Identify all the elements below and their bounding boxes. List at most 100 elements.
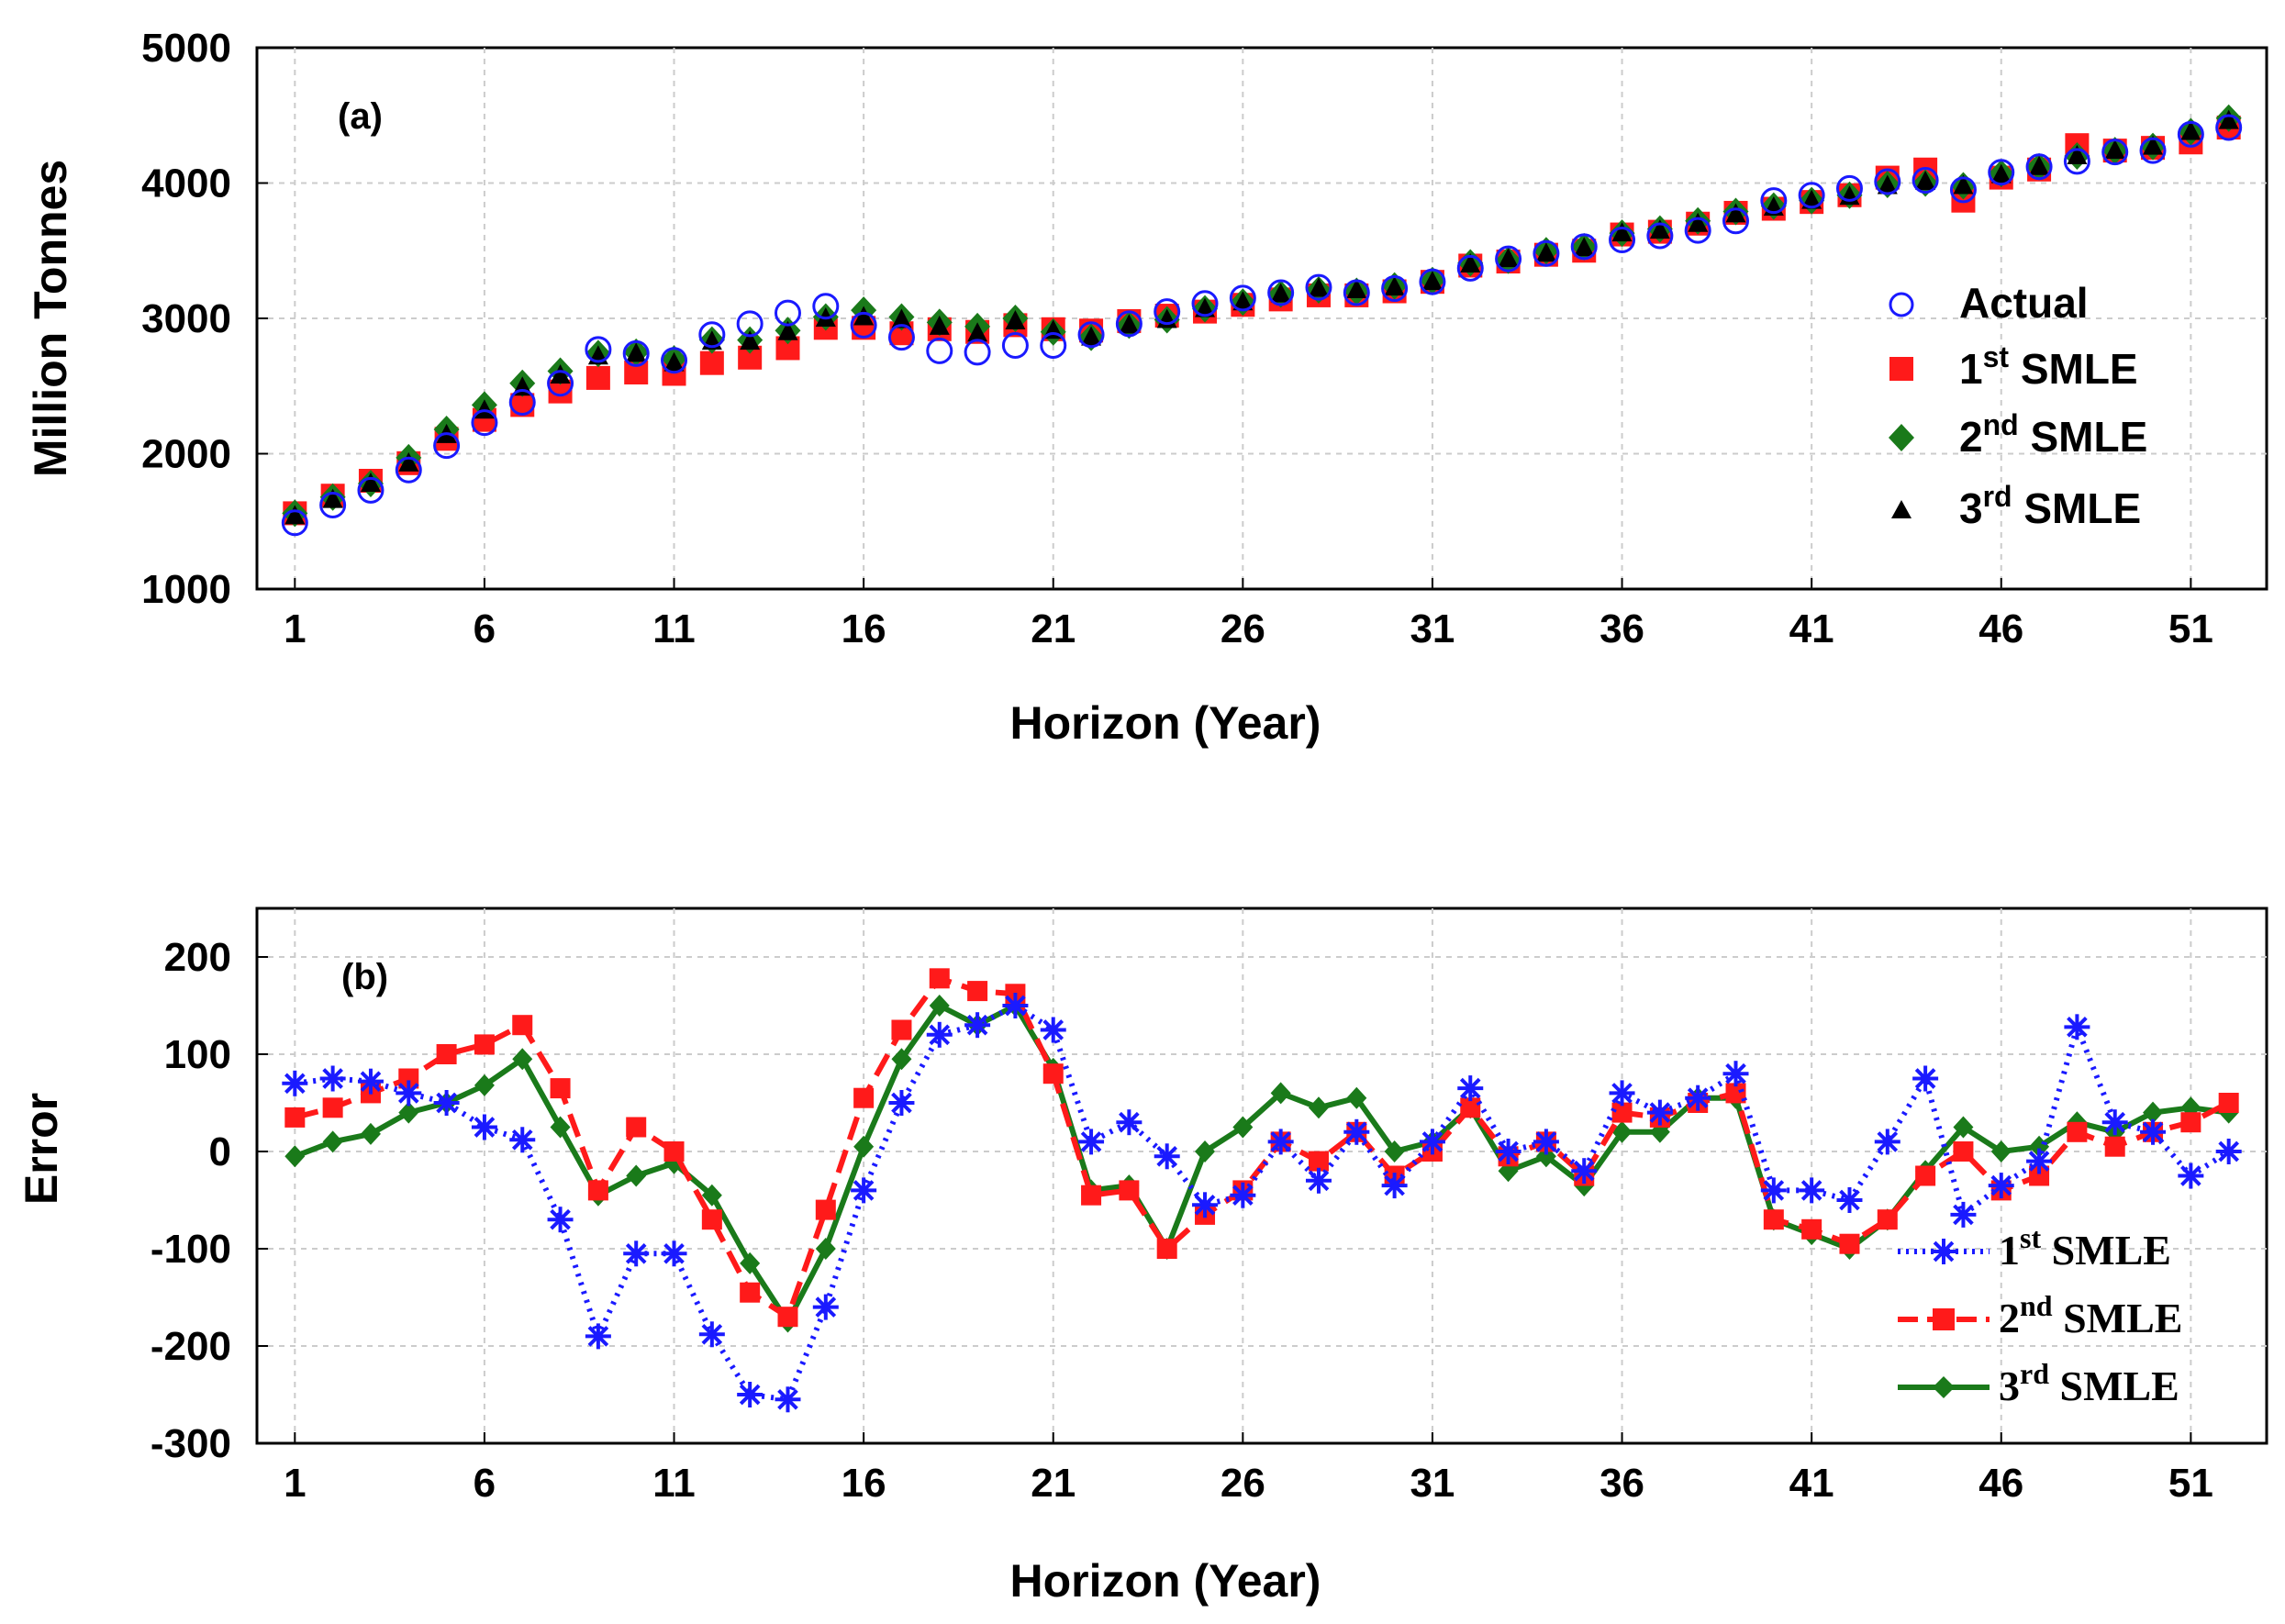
actual-point xyxy=(585,336,612,363)
actual-point xyxy=(1835,174,1863,202)
2nd-smle-error-point xyxy=(740,1282,761,1303)
1st-smle-error-point xyxy=(1116,1109,1142,1136)
asterisk-stroke xyxy=(1232,1185,1254,1207)
3rd-smle-point xyxy=(474,399,495,419)
x-tick-label: 51 xyxy=(2168,606,2213,651)
3rd-smle-point xyxy=(1081,326,1102,346)
1st-smle-error-point xyxy=(1760,1177,1787,1204)
legend-label-2nd-smle-b: 2nd SMLE xyxy=(1999,1289,2182,1341)
asterisk-stroke xyxy=(436,1092,457,1114)
actual-point xyxy=(1760,187,1788,215)
1st-smle-error-point xyxy=(964,1012,991,1039)
actual-point xyxy=(736,310,764,338)
actual-point xyxy=(1722,207,1750,235)
actual-point xyxy=(698,321,726,349)
actual-point xyxy=(812,293,840,320)
3rd-smle-point xyxy=(1649,219,1670,239)
3rd-smle-error-point xyxy=(1308,1096,1329,1119)
3rd-smle-point xyxy=(663,351,685,372)
1st-smle-error-point xyxy=(1609,1080,1635,1107)
legend-label-actual: Actual xyxy=(1959,279,2089,327)
actual-point xyxy=(1456,254,1484,282)
asterisk-stroke xyxy=(360,1071,382,1092)
3rd-smle-point xyxy=(1801,189,1822,209)
actual-point xyxy=(281,509,308,537)
1st-smle-error-point xyxy=(547,1207,574,1233)
asterisk-stroke xyxy=(511,1129,533,1151)
actual-point xyxy=(1609,226,1636,253)
legend-label-1st-smle-a: 1st SMLE xyxy=(1959,340,2138,393)
1st-smle-error-point xyxy=(1192,1192,1219,1218)
x-tick-label: 21 xyxy=(1031,1461,1076,1506)
actual-point xyxy=(850,311,877,339)
actual-point xyxy=(1077,321,1105,349)
asterisk-stroke xyxy=(587,1326,609,1347)
x-tick-label: 6 xyxy=(474,606,496,651)
3rd-smle-point xyxy=(1953,174,1974,195)
x-tick-label: 6 xyxy=(474,1461,496,1506)
actual-point xyxy=(433,432,461,460)
2nd-smle-error-point xyxy=(1839,1233,1860,1254)
asterisk-stroke xyxy=(1725,1062,1746,1085)
actual-point xyxy=(1419,268,1446,295)
actual-point xyxy=(395,456,422,484)
2nd-smle-error-point xyxy=(2067,1121,2088,1142)
2nd-smle-error-point xyxy=(1042,1063,1064,1085)
asterisk-stroke xyxy=(1384,1174,1405,1196)
asterisk-stroke xyxy=(891,1092,912,1114)
legend-b: 1st SMLE 2nd SMLE 3rd SMLE xyxy=(1898,1221,2182,1409)
1st-smle-error-line xyxy=(294,1003,2231,1403)
x-tick-label: 31 xyxy=(1410,606,1455,651)
1st-smle-error-point xyxy=(1571,1158,1598,1185)
y-axis-label-a: Million Tonnes xyxy=(25,160,76,477)
legend-label-3rd-smle-a: 3rd SMLE xyxy=(1959,480,2141,532)
asterisk-stroke xyxy=(966,1014,988,1036)
x-axis-label-a: Horizon (Year) xyxy=(1010,697,1321,749)
asterisk-stroke xyxy=(1421,1131,1443,1152)
3rd-smle-error-point xyxy=(1953,1116,1974,1139)
1st-smle-error-point xyxy=(888,1090,915,1116)
asterisk-stroke xyxy=(1611,1083,1633,1104)
1st-smle-error-point xyxy=(1988,1173,2014,1199)
1st-smle-error-point xyxy=(737,1382,764,1407)
3rd-smle-point xyxy=(284,505,306,525)
x-tick-label: 36 xyxy=(1600,606,1644,651)
1st-smle-error-point xyxy=(2026,1148,2053,1174)
2nd-smle-error-point xyxy=(853,1087,875,1108)
3rd-smle-point xyxy=(322,488,343,508)
asterisk-stroke xyxy=(2142,1121,2164,1143)
1st-smle-error-point xyxy=(2064,1014,2090,1040)
3rd-smle-point xyxy=(1688,212,1709,232)
x-tick-label: 51 xyxy=(2168,1461,2213,1506)
1st-smle-error-point xyxy=(812,1294,839,1320)
legend-marker-2nd-smle-b xyxy=(1933,1308,1955,1330)
asterisk-stroke xyxy=(2028,1151,2050,1172)
1st-smle-error-point xyxy=(282,1070,308,1096)
asterisk-stroke xyxy=(1573,1160,1595,1182)
2nd-smle-error-point xyxy=(512,1015,533,1036)
3rd-smle-point xyxy=(626,342,647,362)
1st-smle-error-point xyxy=(1722,1061,1749,1087)
asterisk-stroke xyxy=(1005,995,1026,1017)
2nd-smle-error-point xyxy=(663,1141,685,1162)
2nd-smle-error-point xyxy=(2104,1136,2125,1157)
3rd-smle-point xyxy=(398,451,419,472)
1st-smle-error-point xyxy=(1799,1177,1825,1204)
actual-point xyxy=(2215,114,2243,141)
2nd-smle-error-point xyxy=(1763,1209,1784,1230)
1st-smle-error-point xyxy=(1154,1143,1180,1170)
1st-smle-error-point xyxy=(1343,1118,1370,1145)
actual-point xyxy=(1267,279,1295,306)
2nd-smle-error-point xyxy=(587,1180,608,1201)
1st-smle-error-point xyxy=(433,1090,460,1116)
asterisk-stroke xyxy=(2104,1111,2126,1133)
2nd-smle-error-point xyxy=(474,1034,495,1055)
1st-smle-error-point xyxy=(509,1127,536,1153)
2nd-smle-error-point xyxy=(1877,1209,1898,1230)
actual-point xyxy=(1154,298,1181,326)
legend-marker-3rd-smle-b xyxy=(1933,1376,1955,1398)
2nd-smle-error-point xyxy=(1308,1151,1329,1172)
3rd-smle-point xyxy=(853,306,875,326)
2nd-smle-error-point xyxy=(1081,1185,1102,1206)
